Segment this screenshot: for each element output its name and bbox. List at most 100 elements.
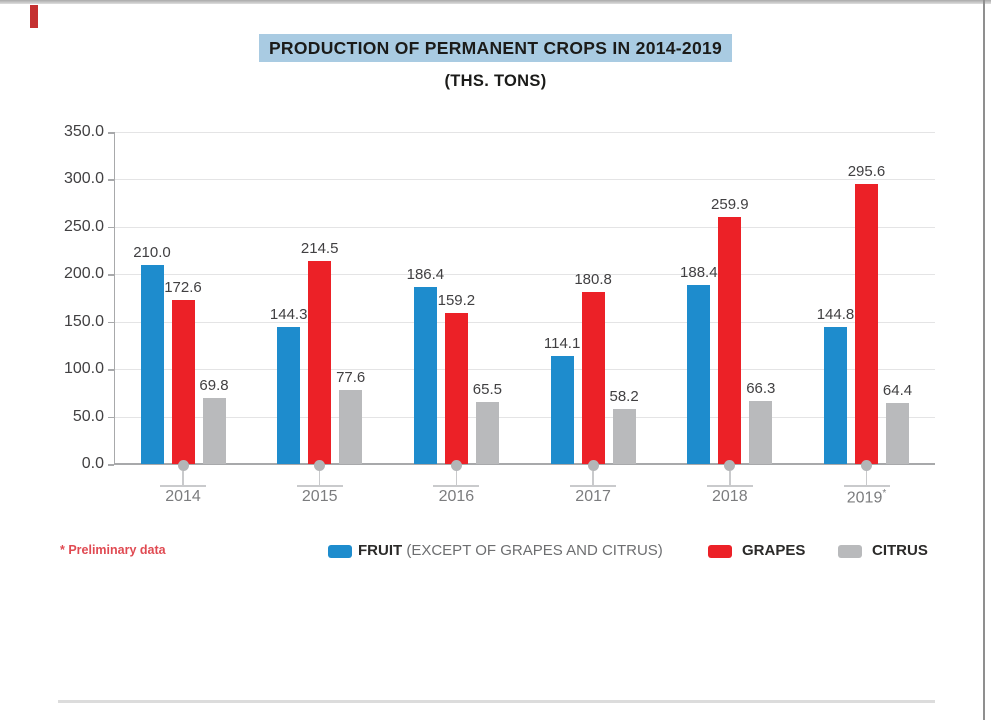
y-tick-label: 200.0: [63, 265, 104, 283]
bar-value-label: 77.6: [336, 369, 366, 387]
bar: [277, 327, 301, 464]
x-axis-line: [115, 463, 935, 465]
red-annotation-marker: [30, 5, 38, 28]
plot-area: 210.0 172.6 69.8 2014 144.3 214.5 77.6 2015 186.…: [115, 132, 935, 506]
y-tick-mark: [108, 179, 114, 181]
y-axis-line: [113, 132, 115, 465]
page-right-edge: [983, 0, 985, 720]
bar-value-label: 64.4: [882, 381, 913, 399]
axis-pin-baseline: [433, 485, 480, 487]
bar: [475, 401, 499, 464]
legend-label-fruit: FRUIT (EXCEPT OF GRAPES AND CITRUS): [358, 541, 663, 561]
bar: [413, 287, 437, 464]
x-tick-label: 2019*: [846, 488, 887, 507]
bar-value-label: 159.2: [437, 291, 476, 309]
bar: [886, 402, 909, 464]
axis-pin-baseline: [160, 485, 206, 487]
axis-pin-stem: [455, 471, 458, 485]
gridline: [115, 179, 935, 181]
bar-value-label: 180.8: [574, 271, 612, 289]
legend-swatch-citrus: [838, 545, 862, 558]
axis-pin-circle: [587, 460, 599, 471]
chart-title: PRODUCTION OF PERMANENT CROPS IN 2014-20…: [258, 34, 733, 62]
bar: [171, 300, 195, 464]
legend-fruit-name: FRUIT: [358, 542, 403, 559]
bar: [550, 355, 574, 464]
gridline: [115, 321, 935, 323]
legend-swatch-grapes: [708, 545, 732, 558]
y-tick-label: 50.0: [72, 407, 104, 425]
gridline: [115, 226, 935, 228]
bar-value-label: 188.4: [680, 264, 718, 282]
bar: [612, 408, 636, 464]
axis-pin-baseline: [843, 485, 890, 487]
axis-pin-circle: [724, 460, 736, 471]
axis-pin-circle: [861, 460, 872, 471]
gridline: [115, 132, 935, 133]
bar: [718, 217, 742, 464]
preliminary-asterisk: *: [882, 488, 887, 499]
bar: [824, 326, 847, 464]
bar-value-label: 144.3: [269, 306, 308, 324]
y-tick-mark: [108, 226, 114, 229]
y-tick-label: 150.0: [63, 312, 104, 330]
chart-title-row: PRODUCTION OF PERMANENT CROPS IN 2014-20…: [0, 34, 991, 62]
bar: [687, 285, 711, 464]
axis-pin-stem: [318, 471, 321, 485]
bar: [581, 292, 605, 464]
axis-pin-baseline: [570, 485, 617, 487]
y-tick-label: 250.0: [63, 217, 104, 235]
y-tick-label: 0.0: [81, 455, 104, 472]
axis-pin-circle: [177, 460, 189, 471]
bar-value-label: 114.1: [543, 334, 581, 352]
y-tick-mark: [108, 274, 114, 276]
page-top-edge: [0, 0, 991, 4]
bar: [308, 260, 332, 464]
legend-label-grapes: GRAPES: [742, 542, 806, 559]
gridline: [115, 274, 935, 276]
bar: [202, 397, 226, 464]
y-axis-labels: 350.0 300.0 250.0 200.0 150.0 100.0 50.0 0.0: [20, 123, 104, 472]
y-tick-mark: [108, 132, 114, 134]
bar: [749, 401, 773, 464]
gridline: [115, 369, 935, 371]
preliminary-data-note: * Preliminary data: [60, 543, 166, 557]
axis-pin-circle: [314, 460, 326, 471]
bar-value-label: 65.5: [472, 380, 502, 398]
bar-value-label: 214.5: [300, 239, 339, 257]
y-tick-mark: [108, 321, 114, 324]
bar-value-label: 66.3: [746, 380, 776, 398]
axis-pin-stem: [865, 471, 868, 485]
bar: [444, 312, 468, 464]
x-tick-label: 2014: [165, 488, 201, 505]
y-tick-label: 100.0: [63, 360, 104, 378]
bar: [855, 183, 878, 464]
bar-value-label: 210.0: [133, 243, 171, 261]
x-tick-label: 2016: [438, 488, 475, 505]
gridline: [115, 416, 935, 418]
bar-value-label: 186.4: [406, 266, 445, 284]
bar-value-label: 69.8: [199, 376, 229, 394]
axis-pin-stem: [182, 471, 184, 485]
axis-pin-baseline: [706, 485, 753, 487]
axis-pin-baseline: [296, 485, 343, 487]
axis-pin-stem: [592, 471, 594, 485]
bar: [140, 264, 164, 464]
bar-value-label: 144.8: [816, 305, 855, 323]
legend-fruit-detail: (EXCEPT OF GRAPES AND CITRUS): [406, 542, 663, 559]
y-tick-mark: [108, 464, 114, 466]
y-tick-mark: [108, 416, 114, 419]
y-tick-label: 300.0: [63, 170, 104, 188]
x-tick-label: 2017: [575, 488, 611, 505]
legend-label-citrus: CITRUS: [872, 542, 928, 559]
axis-pin-circle: [450, 460, 462, 471]
y-tick-mark: [108, 369, 114, 371]
bar-value-label: 259.9: [711, 196, 749, 214]
x-tick-label: 2015: [301, 488, 338, 505]
chart-subtitle: (THS. TONS): [444, 72, 547, 90]
axis-pin-stem: [729, 471, 731, 485]
legend-swatch-fruit: [328, 545, 352, 558]
page-bottom-rule: [58, 700, 935, 703]
bar-value-label: 295.6: [847, 162, 886, 180]
